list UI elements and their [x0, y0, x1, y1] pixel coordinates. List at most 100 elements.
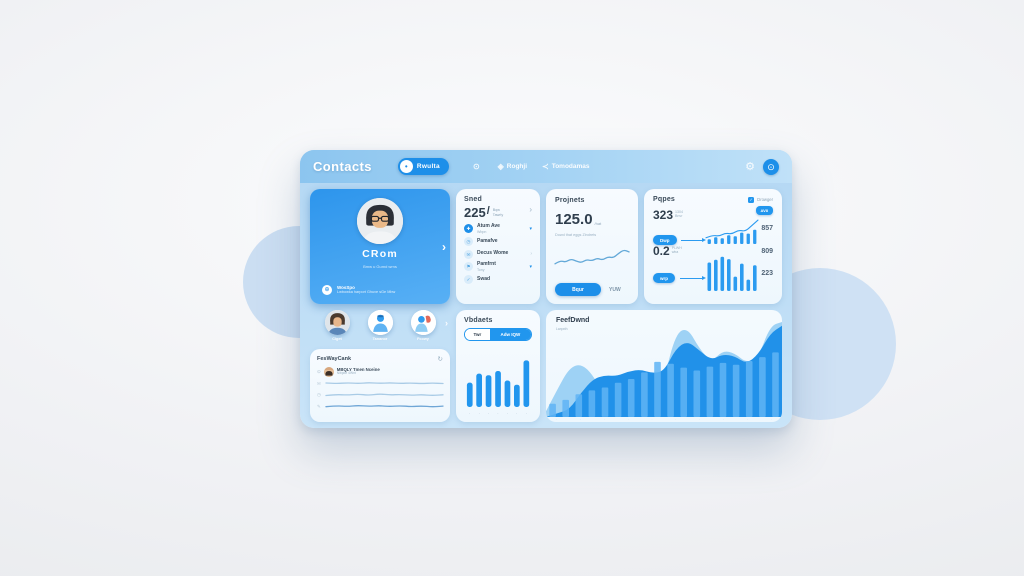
profile-detail-label: WosSpo — [337, 285, 355, 291]
connector-arrow-2 — [680, 276, 706, 280]
feed-member-row[interactable]: ⊙ MBQLY Tmen Nceine Nibpde 4Wnt — [317, 366, 443, 377]
refresh-icon[interactable]: ↻ — [437, 356, 443, 363]
stats-slash: / — [486, 205, 490, 217]
clock-icon: ◷ — [464, 237, 473, 247]
stats-list: ✚ Atum Ave Wbpn ▾ ◷ Pamafve ✉ — [464, 223, 532, 285]
nav-label: Roghji — [506, 163, 528, 170]
feed-wave-row: ✎ — [317, 402, 444, 411]
dashboard-panel: Contacts • Rwulta ⊙ ◈ Roghji ≺ Tomodamas — [300, 150, 792, 428]
trend-card-title: FeefDwnd — [556, 317, 590, 324]
segment-option-active[interactable]: Twr — [465, 329, 490, 340]
team-member[interactable]: Tananor — [365, 310, 395, 341]
app-header: Contacts • Rwulta ⊙ ◈ Roghji ≺ Tomodamas — [300, 150, 792, 183]
team-member[interactable]: Fcowy — [408, 310, 438, 341]
plus-icon: ✚ — [464, 224, 473, 234]
chevron-right-icon: › — [530, 251, 532, 258]
pages-filter-pill-1[interactable]: Dwp — [653, 235, 677, 245]
toggle-label: Rwulta — [416, 163, 440, 170]
pages-metric-1: 323 1304 Bnvr — [653, 208, 684, 222]
profile-name: CRom — [362, 248, 398, 260]
profile-card: CRom Bmw u Gumd wrns ⊕ WosSpo Lwbowka ha… — [310, 189, 450, 304]
stats-list-item[interactable]: ✚ Atum Ave Wbpn ▾ — [464, 223, 532, 234]
pages-filter-pill-2[interactable]: wrp — [653, 273, 676, 283]
flag-icon: ⚑ — [464, 262, 473, 272]
location-icon: ⊕ — [322, 285, 332, 295]
projects-sparkline-chart — [554, 246, 630, 273]
stats-card-title: Sned — [464, 196, 482, 203]
segment-option-inactive[interactable]: Adw IQW — [489, 329, 531, 340]
stats-list-item[interactable]: ✓ Swad — [464, 275, 532, 285]
feed-wave-chart — [325, 391, 444, 400]
trend-layered-chart — [546, 322, 782, 417]
widgets-card-title: Vbdaets — [464, 317, 493, 324]
projects-secondary-button[interactable]: YUW — [609, 286, 621, 293]
feed-card-title: FesWayCank — [317, 356, 352, 362]
connector-arrow-1 — [681, 238, 706, 242]
stats-value: 225 — [464, 205, 486, 220]
checkbox-icon: ✓ — [748, 196, 755, 203]
member-avatar-illustration — [367, 310, 393, 335]
trend-axis-ticks: · · · · · · · · · · — [556, 417, 772, 421]
pages-legend-checkbox[interactable]: ✓ Drowger — [748, 196, 773, 203]
projects-card: Projnets 125.0 /hat Dowd that eggs Zindr… — [546, 189, 638, 304]
pages-mini-chart-2 — [706, 253, 758, 291]
pages-card: Pqpes ✓ Drowger 323 1304 Bnvr Dwp AV8 85… — [644, 189, 782, 304]
profile-photo-image — [357, 198, 403, 244]
member-avatar-photo — [324, 310, 350, 335]
feed-card: FesWayCank ↻ ⊙ MBQLY Tmen Nceine Nibpde … — [310, 349, 450, 422]
stats-unit-bottom: Tawrly — [492, 212, 504, 217]
widgets-segmented-control: Twr Adw IQW — [464, 328, 532, 341]
profile-next-chevron-icon[interactable]: › — [442, 239, 446, 254]
mail-icon: ✉ — [317, 380, 321, 386]
feed-member-avatar — [323, 366, 334, 377]
pages-side-value: 223 — [761, 270, 773, 277]
profile-subtitle: Bmw u Gumd wrns — [363, 264, 397, 269]
widgets-card: Vbdaets Twr Adw IQW · · · · · · · — [456, 310, 540, 422]
nav-item-share[interactable]: ≺ Tomodamas — [542, 162, 590, 171]
stats-list-item[interactable]: ✉ Decus Wome › — [464, 249, 532, 259]
header-toggle[interactable]: • Rwulta — [397, 158, 449, 175]
header-right: ⚙ ⊙ — [745, 158, 779, 175]
nav-item-user[interactable]: ⊙ — [473, 162, 483, 171]
share-icon: ≺ — [542, 162, 549, 171]
stats-value-row: 225 / Bqw Tawrly › — [464, 205, 532, 220]
app-title: Contacts — [313, 159, 372, 174]
projects-value-suffix: /hat — [594, 221, 602, 226]
user-icon: ⊙ — [472, 162, 480, 171]
feed-wave-chart — [325, 402, 444, 411]
widgets-axis-ticks: · · · · · · · — [469, 411, 527, 416]
member-avatar-illustration — [410, 310, 436, 335]
gear-icon[interactable]: ⚙ — [745, 161, 755, 173]
feed-member-sub: Nibpde 4Wnt — [336, 371, 356, 376]
chevron-down-icon: ▾ — [529, 225, 532, 232]
pages-side-value: 857 — [761, 225, 773, 232]
team-member[interactable]: Clget — [322, 310, 352, 341]
nav-item-shield[interactable]: ◈ Roghji — [498, 162, 527, 171]
feed-wave-chart — [325, 379, 444, 388]
profile-detail-sub: Lwbowka harport Ghuve sGe Mbw — [337, 290, 396, 295]
stats-list-item[interactable]: ⚑ Pamfrnt Tony ▾ — [464, 261, 532, 272]
pages-side-value: 809 — [761, 248, 773, 255]
pages-value-badge: AV8 — [755, 206, 773, 215]
stats-card: Sned 225 / Bqw Tawrly › ✚ Atum Ave Wbpn … — [456, 189, 540, 304]
chevron-down-icon: ▾ — [529, 263, 532, 270]
toggle-user-icon: • — [399, 160, 413, 173]
feed-wave-row: ◷ — [317, 391, 444, 400]
clock-icon: ◷ — [317, 392, 321, 398]
user-avatar-button[interactable]: ⊙ — [763, 158, 779, 175]
pages-legend-label: Drowger — [757, 197, 773, 202]
projects-caption: Dowd that eggs Zindrets — [555, 233, 597, 237]
team-next-chevron-icon[interactable]: › — [445, 318, 448, 328]
widgets-bar-chart — [465, 354, 531, 407]
feed-wave-row: ✉ — [317, 379, 444, 388]
check-icon: ✓ — [464, 275, 473, 285]
nav-label: Tomodamas — [551, 163, 590, 170]
header-nav: ⊙ ◈ Roghji ≺ Tomodamas — [473, 162, 590, 171]
projects-card-title: Projnets — [555, 197, 585, 204]
stats-chevron-icon[interactable]: › — [529, 205, 532, 214]
stats-list-item[interactable]: ◷ Pamafve — [464, 237, 532, 247]
projects-primary-button[interactable]: Bqur — [555, 283, 601, 296]
profile-photo — [357, 198, 403, 244]
trend-card-subtitle: Lwqwth — [556, 327, 568, 331]
